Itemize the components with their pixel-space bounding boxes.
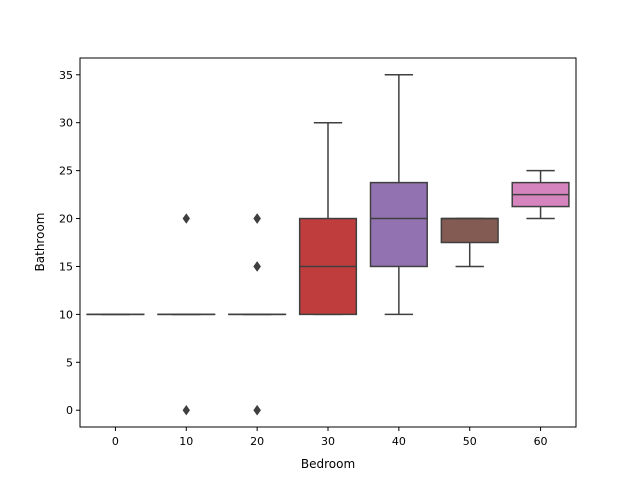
- y-tick-label: 0: [66, 404, 73, 417]
- x-tick-label: 20: [250, 435, 264, 448]
- y-tick-label: 10: [59, 308, 73, 321]
- box-50: [440, 217, 499, 268]
- y-axis: 0 5 10 15 20 25 30 35: [59, 69, 80, 417]
- y-axis-label: Bathroom: [33, 213, 47, 272]
- y-tick-label: 30: [59, 117, 73, 130]
- outlier-point: [253, 213, 261, 224]
- x-axis: 0 10 20 30 40 50 60: [112, 427, 548, 448]
- box-10: [157, 213, 216, 416]
- box-30: [298, 121, 358, 316]
- outlier-point: [182, 405, 190, 416]
- x-axis-label: Bedroom: [301, 457, 355, 471]
- outlier-point: [253, 405, 261, 416]
- x-tick-label: 50: [463, 435, 477, 448]
- x-tick-label: 0: [112, 435, 119, 448]
- x-tick-label: 60: [534, 435, 548, 448]
- boxes-group: [86, 74, 570, 416]
- outlier-point: [182, 213, 190, 224]
- y-tick-label: 5: [66, 356, 73, 369]
- y-tick-label: 15: [59, 260, 73, 273]
- box-iqr: [369, 181, 428, 268]
- box-20: [228, 213, 287, 416]
- x-tick-label: 40: [392, 435, 406, 448]
- y-tick-label: 35: [59, 69, 73, 82]
- y-tick-label: 20: [59, 213, 73, 226]
- box-iqr: [440, 217, 499, 244]
- box-60: [511, 169, 570, 220]
- x-tick-label: 30: [321, 435, 335, 448]
- outlier-point: [253, 261, 261, 272]
- x-tick-label: 10: [179, 435, 193, 448]
- y-tick-label: 25: [59, 165, 73, 178]
- box-40: [369, 74, 428, 316]
